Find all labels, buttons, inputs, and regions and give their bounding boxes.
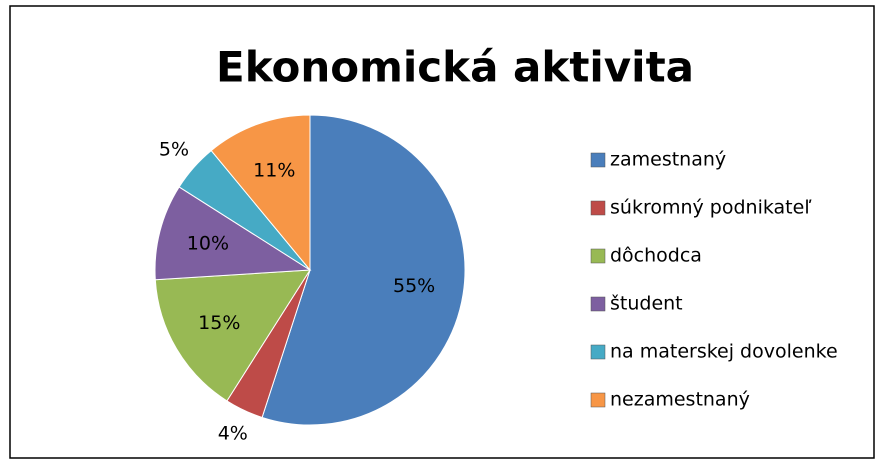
legend-swatch bbox=[590, 392, 606, 408]
legend-label: súkromný podnikateľ bbox=[610, 197, 812, 219]
legend-label: študent bbox=[610, 293, 683, 315]
pie-slice bbox=[154, 269, 311, 402]
legend-label: dôchodca bbox=[610, 245, 702, 267]
legend-swatch bbox=[590, 200, 606, 216]
data-label: 4% bbox=[218, 423, 248, 445]
data-label: 15% bbox=[198, 312, 240, 334]
data-label: 55% bbox=[393, 275, 435, 297]
pie-slice bbox=[154, 186, 312, 281]
chart-title: Ekonomická aktivita bbox=[216, 43, 694, 92]
legend-label: nezamestnaný bbox=[610, 389, 750, 411]
legend-label: na materskej dovolenke bbox=[610, 341, 838, 363]
pie-slice bbox=[261, 114, 466, 426]
legend-swatch bbox=[590, 152, 606, 168]
pie-slice bbox=[210, 114, 311, 272]
data-label: 10% bbox=[187, 232, 229, 254]
data-label: 11% bbox=[253, 159, 295, 181]
legend-label: zamestnaný bbox=[610, 149, 726, 171]
legend-swatch bbox=[590, 248, 606, 264]
legend-swatch bbox=[590, 344, 606, 360]
data-label: 5% bbox=[159, 139, 189, 161]
legend-swatch bbox=[590, 296, 606, 312]
